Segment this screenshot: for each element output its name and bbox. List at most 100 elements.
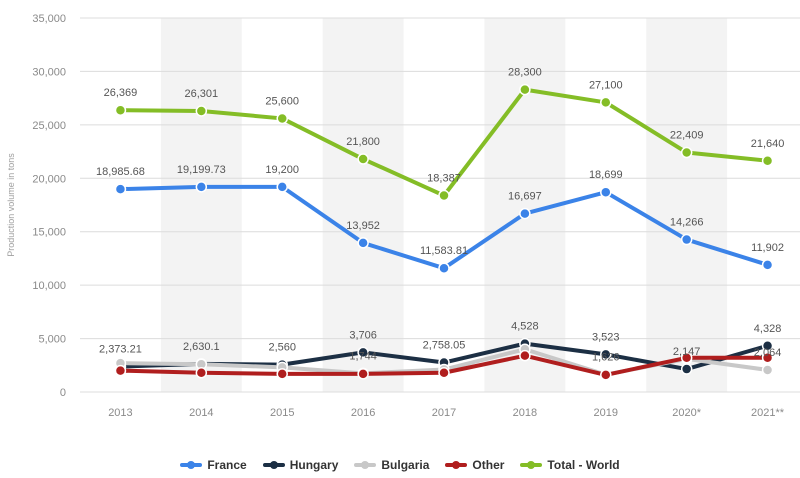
y-tick-label: 20,000	[32, 173, 66, 185]
data-point	[438, 367, 450, 379]
data-point	[114, 364, 127, 377]
data-point	[600, 369, 612, 381]
line-chart-svg: 0 5,000 10,000 15,000 20,000 25,000 30,000 35,0…	[6, 13, 800, 419]
data-label: 11,902	[751, 242, 784, 254]
data-label: 27,100	[589, 79, 623, 91]
data-label: 2,758.05	[423, 340, 466, 352]
data-point	[761, 352, 774, 364]
data-label: 25,600	[265, 95, 299, 107]
data-point	[761, 340, 774, 352]
x-tick-label: 2014	[189, 407, 213, 419]
data-label: 11,583.81	[420, 245, 468, 257]
legend-swatch	[354, 461, 377, 469]
data-label: 26,301	[185, 88, 219, 100]
background-band	[322, 18, 404, 392]
data-label: 14,266	[670, 217, 704, 229]
data-point	[357, 237, 369, 249]
legend-label: France	[207, 458, 247, 472]
data-label: 18,387	[427, 173, 461, 185]
y-tick-label: 5,000	[38, 334, 66, 346]
legend-item[interactable]: Hungary	[262, 458, 339, 472]
x-tick-label: 2015	[270, 407, 294, 419]
data-point	[195, 105, 208, 117]
y-tick-label: 0	[60, 387, 66, 399]
data-point	[114, 104, 127, 116]
y-axis-title: Production volume in tons	[6, 153, 16, 257]
legend: France Hungary Bulgaria Other Total - World	[0, 458, 800, 472]
data-label: 4,328	[754, 323, 782, 335]
data-label: 22,409	[670, 130, 704, 142]
data-point	[680, 352, 693, 364]
data-point	[680, 233, 693, 246]
data-point	[600, 96, 612, 109]
legend-swatch	[445, 461, 468, 469]
legend-item[interactable]: Bulgaria	[354, 458, 429, 472]
data-label: 2,630.1	[183, 341, 220, 353]
legend-swatch	[262, 461, 285, 469]
legend-label: Bulgaria	[381, 458, 430, 472]
data-point	[276, 181, 288, 193]
data-point	[357, 153, 369, 165]
data-point	[195, 367, 208, 379]
x-tick-label: 2018	[513, 407, 537, 419]
data-label: 4,528	[511, 321, 539, 333]
data-point	[438, 262, 450, 274]
legend-item[interactable]: Other	[445, 458, 504, 472]
legend-item[interactable]: Total - World	[520, 458, 620, 472]
data-point	[519, 83, 531, 96]
data-point	[357, 346, 369, 359]
legend-label: Total - World	[547, 458, 620, 472]
data-point	[195, 181, 208, 193]
data-label: 2,560	[268, 342, 296, 354]
data-label: 21,800	[346, 136, 380, 148]
data-point	[438, 189, 450, 202]
data-label: 21,640	[751, 138, 785, 150]
data-point	[761, 155, 774, 167]
x-tick-label: 2020*	[672, 407, 701, 419]
legend-item[interactable]: France	[180, 458, 247, 472]
data-label: 13,952	[346, 220, 380, 232]
data-point	[276, 112, 288, 125]
y-tick-label: 15,000	[32, 227, 66, 239]
legend-swatch	[520, 461, 543, 469]
data-point	[761, 364, 774, 376]
data-label: 2,064	[754, 347, 782, 359]
background-band	[160, 18, 242, 392]
data-label: 19,200	[265, 164, 299, 176]
data-label: 2,147	[673, 346, 701, 358]
y-tick-label: 10,000	[32, 280, 66, 292]
background-band	[646, 18, 728, 392]
legend-label: Hungary	[289, 458, 339, 472]
data-point	[276, 368, 288, 380]
legend-label: Other	[472, 458, 505, 472]
data-point	[680, 146, 693, 159]
x-tick-label: 2019	[594, 407, 618, 419]
data-label: 2,373.21	[99, 344, 142, 356]
data-label: 18,985.68	[96, 166, 145, 178]
y-tick-label: 25,000	[32, 120, 66, 132]
data-label: 3,706	[349, 329, 377, 341]
data-point	[680, 363, 693, 375]
y-tick-label: 30,000	[32, 66, 66, 78]
data-label: 28,300	[508, 67, 542, 79]
data-label: 19,199.73	[177, 164, 226, 176]
data-label: 16,697	[508, 191, 542, 203]
data-point	[600, 186, 612, 198]
data-label: 1,744	[349, 350, 377, 362]
data-label: 3,523	[592, 331, 620, 343]
data-label: 26,369	[104, 87, 138, 99]
data-label: 1,626	[592, 352, 620, 364]
data-label: 18,699	[589, 169, 623, 181]
x-tick-label: 2017	[432, 407, 456, 419]
x-tick-label: 2013	[108, 407, 132, 419]
data-point	[114, 183, 127, 195]
x-tick-label: 2016	[351, 407, 375, 419]
y-tick-label: 35,000	[32, 13, 66, 25]
data-point	[600, 348, 612, 361]
data-point	[519, 349, 531, 362]
legend-swatch	[180, 461, 203, 469]
data-point	[761, 259, 774, 271]
x-tick-label: 2021**	[751, 407, 785, 419]
data-point	[357, 368, 369, 380]
